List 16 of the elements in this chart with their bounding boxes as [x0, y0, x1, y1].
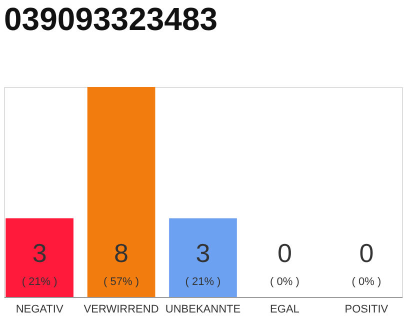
- x-tick-label: VERWIRREND: [84, 304, 159, 316]
- x-tick-label: UNBEKANNTE: [165, 304, 241, 316]
- annotation: ( 21% ): [185, 276, 221, 288]
- data-label: 3: [32, 238, 47, 268]
- data-label: 8: [114, 238, 129, 268]
- x-tick-label: EGAL: [270, 304, 300, 316]
- x-tick-label: POSITIV: [344, 304, 389, 316]
- data-label: 0: [277, 238, 292, 268]
- x-tick-label: NEGATIV: [16, 304, 64, 316]
- data-label: 0: [359, 238, 374, 268]
- annotation: ( 0% ): [352, 276, 382, 288]
- annotation: ( 21% ): [22, 276, 58, 288]
- annotation: ( 0% ): [270, 276, 300, 288]
- annotation: ( 57% ): [104, 276, 140, 288]
- data-label: 3: [196, 238, 210, 268]
- chart-title: 039093323483: [4, 1, 218, 37]
